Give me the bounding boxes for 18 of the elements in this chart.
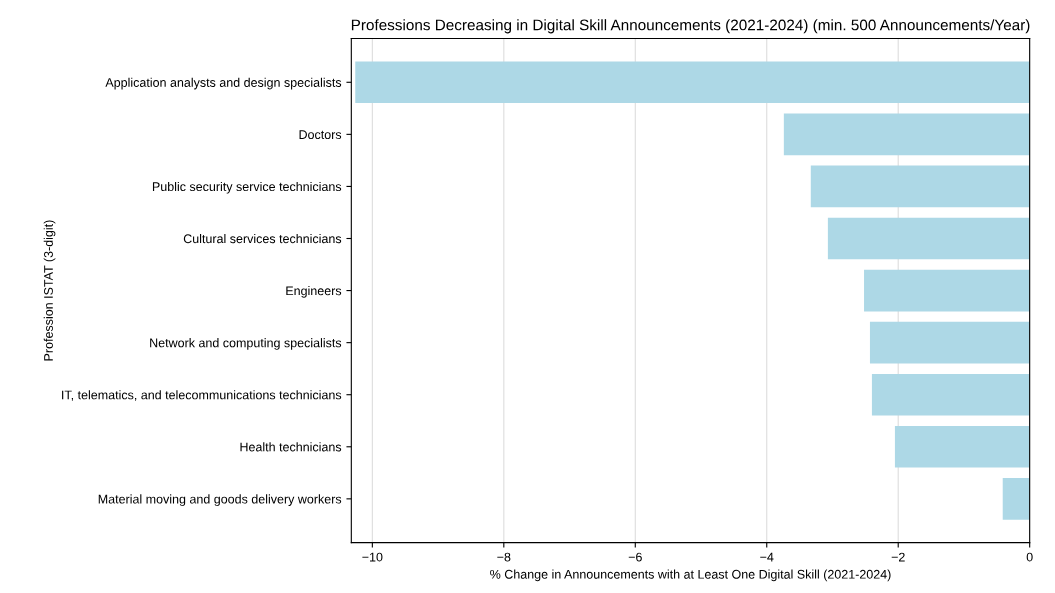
x-tick-label: −8 bbox=[497, 552, 511, 562]
y-tick-label: Network and computing specialists bbox=[150, 338, 342, 350]
x-tick-label: 0 bbox=[1026, 552, 1033, 562]
y-tick-label: Cultural services technicians bbox=[183, 233, 342, 244]
x-tick-label: −4 bbox=[760, 552, 774, 562]
y-tick-label: Material moving and goods delivery workers bbox=[98, 494, 342, 506]
x-axis-title: % Change in Announcements with at Least One Digital Skill (2021-2024) bbox=[490, 569, 891, 582]
x-tick-label: −6 bbox=[628, 552, 642, 562]
y-tick-label: Doctors bbox=[299, 130, 342, 140]
x-tick-label: −10 bbox=[362, 552, 383, 562]
chart-title: Professions Decreasing in Digital Skill Announcements (2021-2024) (min. 500 Announcements/Year) bbox=[351, 19, 1030, 34]
y-tick-label: Engineers bbox=[286, 286, 342, 298]
y-tick-label: Application analysts and design specialists bbox=[105, 77, 342, 90]
y-tick-label: Health technicians bbox=[240, 442, 342, 452]
x-tick-label: −2 bbox=[891, 552, 905, 562]
y-axis-title: Profession ISTAT (3-digit) bbox=[43, 220, 56, 361]
y-tick-label: Public security service technicians bbox=[152, 181, 342, 194]
y-tick-label: IT, telematics, and telecommunications technicians bbox=[62, 390, 342, 401]
